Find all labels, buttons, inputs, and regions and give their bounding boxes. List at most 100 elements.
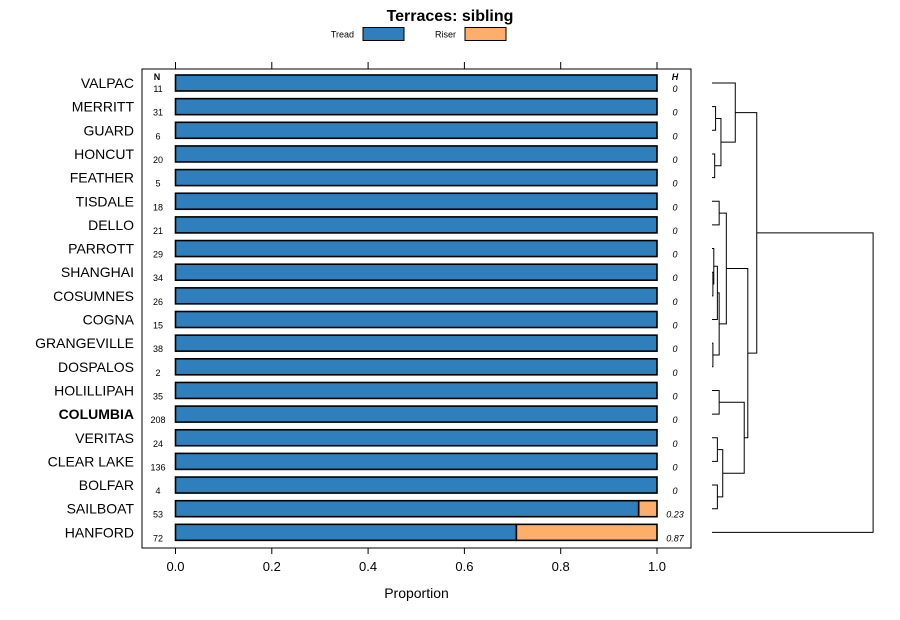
n-label: 29	[153, 250, 163, 260]
category-label: VERITAS	[75, 430, 134, 446]
category-label: BOLFAR	[79, 477, 134, 493]
dendrogram-branch-4	[712, 200, 720, 226]
dendrogram-branch-0	[712, 106, 717, 131]
n-label: 34	[153, 273, 163, 283]
category-label: VALPAC	[81, 75, 134, 91]
n-label: 24	[153, 439, 163, 449]
dendrogram-branch-5	[712, 271, 714, 297]
category-labels: VALPAC MERRITT GUARD HONCUT FEATHER TISDALE DE…	[35, 75, 134, 540]
n-label: 53	[153, 510, 163, 520]
category-label: GRANGEVILLE	[35, 335, 134, 351]
bar-tread-16	[174, 452, 658, 471]
h-label: 0	[672, 344, 677, 354]
bar-tread-12	[174, 357, 658, 376]
x-tick-label: 0.2	[263, 559, 281, 574]
dendrogram	[712, 82, 874, 533]
category-label: SAILBOAT	[67, 501, 135, 517]
category-label: DELLO	[88, 217, 134, 233]
legend: Tread Riser	[331, 27, 507, 41]
category-label: GUARD	[83, 122, 134, 138]
bars	[174, 74, 658, 542]
dendrogram-branch-10	[719, 212, 727, 325]
n-label: 15	[153, 321, 163, 331]
bar-tread-15	[174, 428, 658, 447]
category-label: FEATHER	[70, 170, 134, 186]
bar-tread-13	[174, 381, 658, 400]
h-label: 0	[672, 179, 677, 189]
bar-tread-4	[174, 168, 658, 187]
dendrogram-branch-17	[735, 112, 758, 354]
n-label: 136	[150, 462, 165, 472]
bar-tread-17	[174, 476, 658, 494]
n-label: 2	[155, 368, 160, 378]
h-label: 0	[672, 462, 677, 472]
n-header: N	[154, 72, 161, 82]
h-label: 0	[672, 415, 677, 425]
bar-tread-3	[174, 145, 658, 163]
n-label: 4	[155, 486, 160, 496]
h-label: 0	[672, 321, 677, 331]
x-tick-label: 0.0	[166, 559, 184, 574]
bar-tread-10	[174, 310, 658, 329]
category-label: TISDALE	[76, 193, 134, 209]
h-label: 0	[672, 439, 677, 449]
h-label: 0	[672, 486, 677, 496]
h-label: 0.87	[666, 533, 685, 543]
h-label: 0	[672, 273, 677, 283]
dendrogram-branch-8	[712, 342, 714, 368]
bar-riser-19	[515, 523, 658, 542]
h-label: 0	[672, 108, 677, 118]
chart-title: Terraces: sibling	[387, 8, 514, 25]
h-label: 0	[672, 155, 677, 165]
bar-tread-2	[174, 121, 658, 140]
h-labels: 0 0 0 0 0 0 0 0 0 0 0 0 0 0 0 0 0 0 0.23 0.87	[666, 84, 685, 543]
n-label: 11	[153, 84, 162, 94]
legend-label-riser: Riser	[435, 30, 456, 40]
h-label: 0	[672, 368, 677, 378]
n-label: 21	[153, 226, 163, 236]
h-label: 0	[672, 226, 677, 236]
bar-tread-0	[174, 74, 658, 92]
h-label: 0	[672, 391, 677, 401]
h-label: 0	[672, 250, 677, 260]
bar-tread-11	[174, 334, 658, 352]
category-label: HOLILLIPAH	[54, 382, 134, 398]
dendrogram-branch-13	[712, 484, 718, 510]
n-label: 26	[153, 297, 163, 307]
legend-label-tread: Tread	[331, 30, 354, 40]
legend-swatch-tread	[362, 27, 405, 41]
n-label: 20	[153, 155, 163, 165]
x-axis-label: Proportion	[384, 585, 449, 601]
dendrogram-branch-11	[712, 389, 720, 415]
x-tick-label: 0.6	[455, 559, 473, 574]
legend-swatch-riser	[464, 27, 507, 41]
bar-tread-9	[174, 287, 658, 305]
bar-tread-5	[174, 192, 658, 211]
dendrogram-branch-18	[712, 232, 874, 533]
x-tick-label: 1.0	[648, 559, 666, 574]
bar-riser-18	[637, 499, 658, 518]
category-label: MERRITT	[72, 99, 135, 115]
category-label: COLUMBIA	[59, 406, 134, 422]
dendrogram-branch-12	[712, 437, 718, 462]
h-label: 0	[672, 297, 677, 307]
category-label: COGNA	[83, 312, 135, 328]
dendrogram-branch-9	[712, 292, 720, 356]
category-label: COSUMNES	[53, 288, 134, 304]
bar-tread-1	[174, 97, 658, 116]
x-axis: 0.0 0.2 0.4 0.6 0.8 1.0	[166, 548, 666, 574]
n-label: 208	[150, 415, 165, 425]
h-label: 0.23	[666, 510, 684, 520]
n-label: 35	[153, 391, 163, 401]
category-label: CLEAR LAKE	[48, 453, 134, 469]
dendrogram-branch-14	[717, 449, 724, 498]
top-axis-ticks	[175, 62, 658, 69]
bar-tread-8	[174, 263, 658, 282]
category-label: SHANGHAI	[61, 264, 134, 280]
x-tick-label: 0.4	[359, 559, 377, 574]
x-tick-label: 0.8	[552, 559, 570, 574]
plot-panel	[141, 68, 692, 549]
category-label: DOSPALOS	[58, 359, 134, 375]
category-label: HANFORD	[65, 524, 134, 540]
